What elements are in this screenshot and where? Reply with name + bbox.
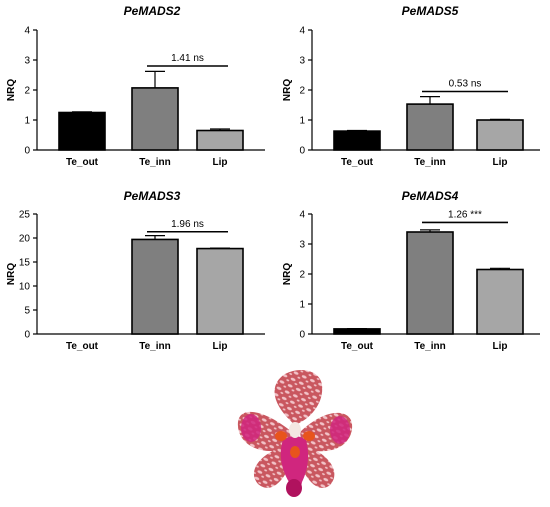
y-tick-label: 1 <box>299 116 305 127</box>
y-tick-label: 3 <box>24 56 30 67</box>
y-tick-label: 4 <box>24 26 30 37</box>
x-tick-label: Lip <box>493 341 508 352</box>
x-tick-label: Te_out <box>66 341 99 352</box>
bar-Te_inn <box>406 103 454 151</box>
column <box>289 422 301 438</box>
chart-panel-PeMADS4: PeMADS4 NRQ 0 1 2 3 4 Te_out Te_inn Lip 1.26 *** <box>282 189 540 352</box>
y-axis-label: NRQ <box>282 263 293 285</box>
callus-left <box>275 431 287 441</box>
dorsal-sepal <box>274 369 323 425</box>
bar-Te_out <box>333 328 381 335</box>
y-tick-label: 15 <box>19 258 31 269</box>
lip-callus <box>290 446 300 458</box>
y-tick-label: 2 <box>299 86 305 97</box>
y-tick-label: 4 <box>299 26 305 37</box>
chart-title: PeMADS3 <box>124 189 181 203</box>
x-tick-label: Te_inn <box>414 157 445 168</box>
significance-label: 1.26 *** <box>448 209 482 220</box>
x-tick-label: Te_inn <box>414 341 445 352</box>
x-tick-label: Lip <box>493 157 508 168</box>
chart-panel-PeMADS2: PeMADS2 NRQ 0 1 2 3 4 Te_out Te_inn Lip 1.41 ns <box>6 4 265 168</box>
y-tick-label: 1 <box>299 300 305 311</box>
bar-Lip <box>476 268 524 335</box>
lip <box>280 436 309 492</box>
x-tick-label: Lip <box>213 157 228 168</box>
chart-panel-PeMADS3: PeMADS3 NRQ 0 5 10 15 20 25 Te_out Te_inn Lip 1.96 … <box>6 189 265 352</box>
right-petal-tip <box>330 416 350 444</box>
y-tick-label: 0 <box>299 330 305 341</box>
bar-Te_inn <box>131 238 179 335</box>
left-petal-tip <box>241 414 261 442</box>
x-tick-label: Lip <box>213 341 228 352</box>
lip-tip <box>286 479 302 497</box>
y-tick-label: 5 <box>24 306 30 317</box>
bar-Te_out <box>333 130 381 151</box>
y-tick-label: 0 <box>24 146 30 157</box>
significance-label: 0.53 ns <box>449 79 482 90</box>
x-tick-label: Te_out <box>341 341 374 352</box>
bar-Lip <box>196 247 244 335</box>
x-tick-label: Te_out <box>66 157 99 168</box>
x-tick-label: Te_out <box>341 157 374 168</box>
chart-title: PeMADS4 <box>402 189 459 203</box>
y-tick-label: 1 <box>24 116 30 127</box>
y-tick-label: 25 <box>19 210 31 221</box>
y-tick-label: 0 <box>299 146 305 157</box>
bar-Te_inn <box>131 87 179 151</box>
x-tick-label: Te_inn <box>139 157 170 168</box>
callus-right <box>303 431 315 441</box>
y-tick-label: 3 <box>299 240 305 251</box>
chart-title: PeMADS2 <box>124 4 181 18</box>
bar-Te_out <box>58 111 106 151</box>
y-axis-label: NRQ <box>6 79 17 101</box>
orchid-flower-image <box>237 369 353 497</box>
y-tick-label: 0 <box>24 330 30 341</box>
y-tick-label: 3 <box>299 56 305 67</box>
chart-panel-PeMADS5: PeMADS5 NRQ 0 1 2 3 4 Te_out Te_inn Lip 0.53 ns <box>282 4 540 168</box>
x-tick-label: Te_inn <box>139 341 170 352</box>
y-tick-label: 10 <box>19 282 31 293</box>
y-tick-label: 2 <box>299 270 305 281</box>
y-axis-label: NRQ <box>6 263 17 285</box>
y-tick-label: 4 <box>299 210 305 221</box>
bar-Te_inn <box>406 231 454 335</box>
y-axis-label: NRQ <box>282 79 293 101</box>
significance-label: 1.41 ns <box>171 53 204 64</box>
y-tick-label: 20 <box>19 234 31 245</box>
bar-Lip <box>476 119 524 151</box>
chart-title: PeMADS5 <box>402 4 459 18</box>
y-tick-label: 2 <box>24 86 30 97</box>
bar-Lip <box>196 129 244 151</box>
significance-label: 1.96 ns <box>171 219 204 230</box>
